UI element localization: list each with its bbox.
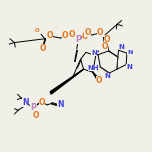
Text: N: N	[126, 64, 132, 70]
Polygon shape	[50, 69, 84, 94]
Polygon shape	[93, 72, 99, 80]
Text: O: O	[82, 32, 88, 41]
Text: N: N	[91, 50, 97, 56]
Text: N: N	[22, 98, 28, 107]
Text: O: O	[35, 28, 40, 33]
Text: O: O	[62, 31, 68, 40]
Text: O: O	[32, 111, 39, 120]
Text: N: N	[57, 100, 63, 109]
Text: N: N	[104, 73, 110, 79]
Text: P: P	[75, 35, 81, 44]
Text: O: O	[68, 30, 75, 39]
Text: O: O	[104, 35, 110, 44]
Text: O: O	[39, 98, 45, 107]
Text: O: O	[47, 31, 53, 40]
Text: NH: NH	[88, 65, 99, 71]
Text: N: N	[127, 50, 133, 55]
Text: O: O	[97, 28, 104, 37]
Text: P: P	[30, 103, 36, 112]
Text: O: O	[102, 42, 108, 51]
Text: O: O	[85, 28, 91, 37]
Text: O: O	[40, 44, 47, 53]
Text: O: O	[96, 76, 102, 85]
Text: N: N	[119, 44, 124, 50]
